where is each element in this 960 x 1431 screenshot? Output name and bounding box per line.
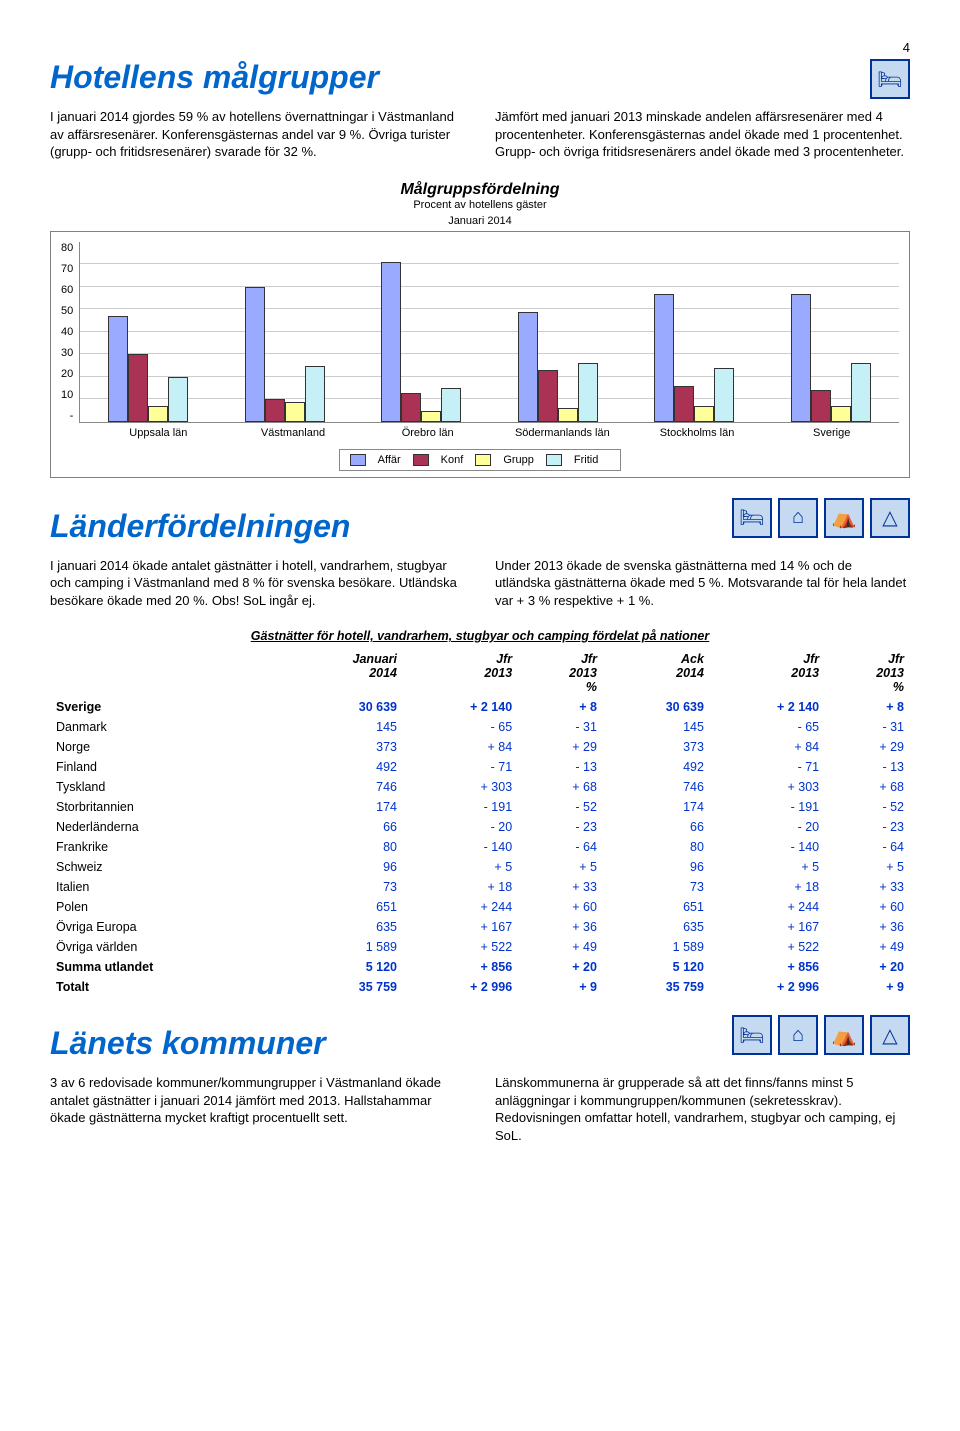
section3-right-text: Länskommunerna är grupperade så att det … (495, 1074, 910, 1144)
bed-icon: 🛏 (732, 498, 772, 538)
section1-title: Hotellens målgrupper (50, 59, 379, 96)
tent-icon: △ (870, 1015, 910, 1055)
chart-title: Målgruppsfördelning (50, 181, 910, 199)
section3-title: Länets kommuner (50, 1025, 326, 1062)
country-table: Januari2014Jfr2013Jfr2013%Ack2014Jfr2013… (50, 649, 910, 997)
bar-chart: 8070605040302010- Uppsala länVästmanland… (50, 231, 910, 478)
cabin-icon: ⛺ (824, 498, 864, 538)
section1-left-text: I januari 2014 gjordes 59 % av hotellens… (50, 108, 465, 161)
bed-icon: 🛏 (870, 59, 910, 99)
house-icon: ⌂ (778, 498, 818, 538)
bed-icon: 🛏 (732, 1015, 772, 1055)
table-title: Gästnätter för hotell, vandrarhem, stugb… (50, 629, 910, 643)
section2-right-text: Under 2013 ökade de svenska gästnätterna… (495, 557, 910, 610)
section2-left-text: I januari 2014 ökade antalet gästnätter … (50, 557, 465, 610)
section3-left-text: 3 av 6 redovisade kommuner/kommungrupper… (50, 1074, 465, 1144)
tent-icon: △ (870, 498, 910, 538)
section2-title: Länderfördelningen (50, 508, 350, 545)
chart-legend: AffärKonfGruppFritid (339, 449, 622, 471)
cabin-icon: ⛺ (824, 1015, 864, 1055)
page-number: 4 (50, 40, 910, 55)
section1-right-text: Jämfört med januari 2013 minskade andele… (495, 108, 910, 161)
house-icon: ⌂ (778, 1015, 818, 1055)
chart-sub2: Januari 2014 (50, 215, 910, 227)
chart-sub1: Procent av hotellens gäster (50, 199, 910, 211)
